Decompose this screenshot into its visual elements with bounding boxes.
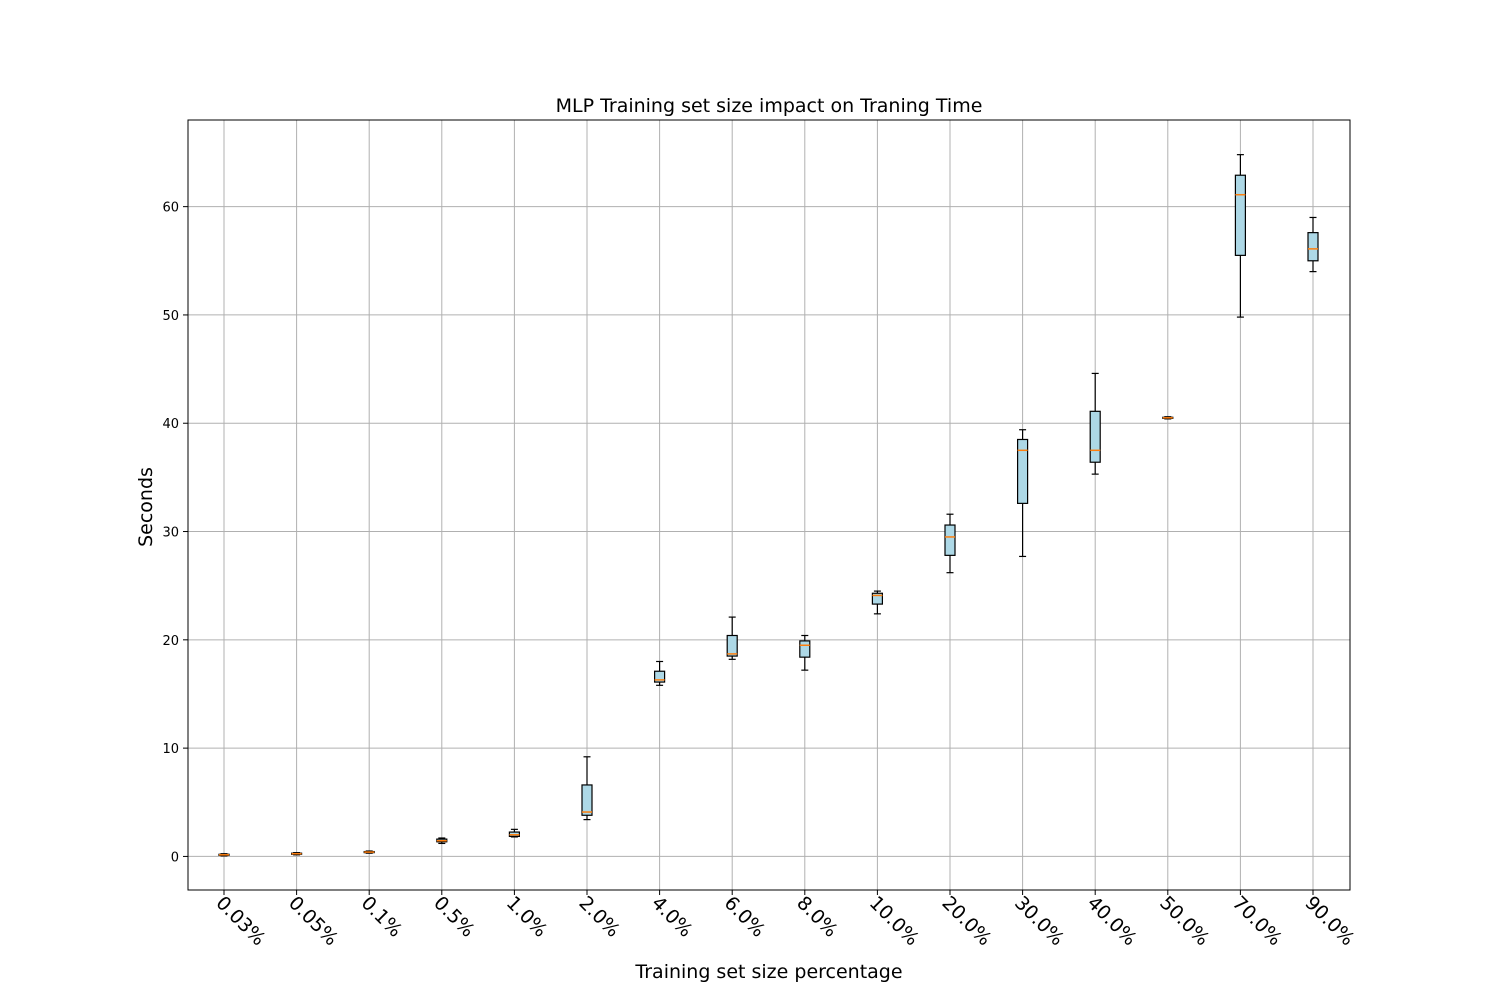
box-body bbox=[944, 524, 956, 556]
box-body bbox=[871, 592, 884, 605]
x-tick-label: 0.1% bbox=[357, 892, 407, 942]
box-90-0- bbox=[1307, 216, 1319, 273]
y-tick-label: 0 bbox=[171, 850, 179, 865]
y-tick-label: 40 bbox=[162, 417, 179, 432]
x-tick-label: 1.0% bbox=[502, 892, 552, 942]
box-body bbox=[1234, 174, 1247, 256]
box-8-0- bbox=[799, 634, 811, 671]
box-body bbox=[1089, 410, 1101, 463]
box-0-03- bbox=[218, 853, 230, 857]
y-axis-label: Seconds bbox=[135, 467, 157, 547]
x-tick-label: 90.0% bbox=[1300, 892, 1358, 950]
box-0-05- bbox=[291, 852, 303, 856]
box-2-0- bbox=[581, 756, 593, 821]
box-layer bbox=[218, 154, 1319, 857]
x-tick-label: 50.0% bbox=[1155, 892, 1213, 950]
box-body bbox=[1307, 232, 1319, 262]
x-tick-label: 10.0% bbox=[865, 892, 923, 950]
x-tick-label: 70.0% bbox=[1228, 892, 1286, 950]
box-10-0- bbox=[871, 590, 884, 615]
box-body bbox=[799, 640, 811, 658]
box-20-0- bbox=[944, 513, 956, 574]
box-50-0- bbox=[1162, 416, 1174, 420]
x-tick-label: 2.0% bbox=[574, 892, 624, 942]
y-tick-label: 10 bbox=[162, 742, 179, 757]
box-0-5- bbox=[436, 837, 448, 845]
box-body bbox=[726, 634, 738, 657]
x-tick-label: 0.03% bbox=[211, 892, 269, 950]
x-tick-label: 4.0% bbox=[647, 892, 697, 942]
box-body bbox=[581, 784, 593, 816]
y-tick-label: 50 bbox=[162, 309, 179, 324]
y-tick-label: 60 bbox=[162, 201, 179, 216]
x-tick-label: 40.0% bbox=[1083, 892, 1141, 950]
y-axis: 0 10 20 30 40 50 60 bbox=[162, 201, 188, 865]
x-tick-label: 30.0% bbox=[1010, 892, 1068, 950]
y-tick-label: 30 bbox=[162, 526, 179, 541]
chart-title: MLP Training set size impact on Traning … bbox=[556, 95, 983, 117]
box-0-1- bbox=[363, 850, 375, 854]
x-axis-label: Training set size percentage bbox=[634, 961, 902, 983]
x-axis: 0.03% 0.05% 0.1% 0.5% 1.0% 2.0% 4.0% 6.0% 8.0% 10… bbox=[211, 890, 1359, 950]
box-40-0- bbox=[1089, 372, 1101, 475]
box-1-0- bbox=[508, 828, 520, 838]
x-tick-label: 6.0% bbox=[720, 892, 770, 942]
box-body bbox=[1016, 438, 1029, 504]
x-tick-label: 0.05% bbox=[284, 892, 342, 950]
box-body bbox=[653, 670, 666, 683]
grid-layer bbox=[188, 120, 1350, 890]
x-tick-label: 20.0% bbox=[937, 892, 995, 950]
x-tick-label: 8.0% bbox=[792, 892, 842, 942]
plot-frame bbox=[187, 119, 1351, 891]
box-6-0- bbox=[726, 616, 738, 660]
x-tick-label: 0.5% bbox=[429, 892, 479, 942]
box-4-0- bbox=[653, 660, 666, 686]
box-70-0- bbox=[1234, 154, 1247, 318]
y-tick-label: 20 bbox=[162, 634, 179, 649]
box-30-0- bbox=[1016, 429, 1029, 558]
